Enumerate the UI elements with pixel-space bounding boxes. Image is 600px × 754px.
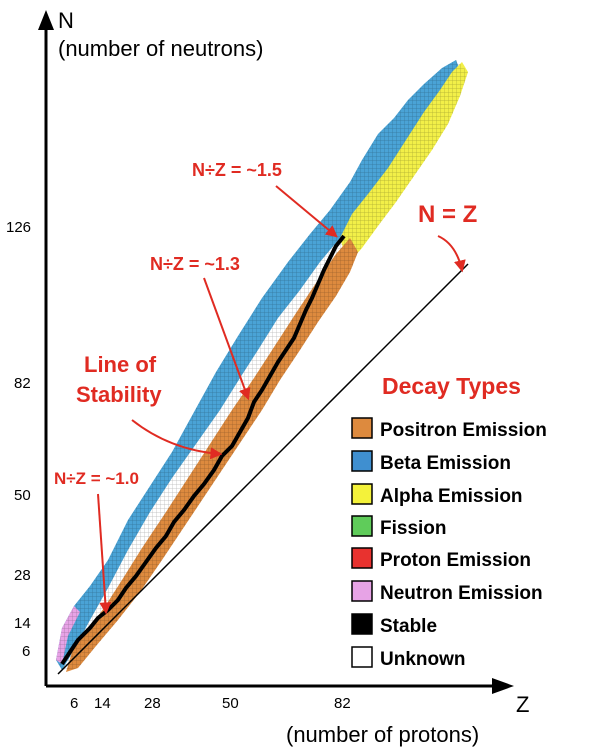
legend-label-proton: Proton Emission [380, 550, 531, 571]
y-tick-82: 82 [14, 375, 31, 392]
x-axis-sublabel: (number of protons) [286, 722, 479, 747]
y-tick-28: 28 [14, 567, 31, 584]
y-tick-6: 6 [22, 643, 30, 660]
line-of-stability-label-1: Line of [84, 352, 157, 377]
ratio-1-3-label: N÷Z = ~1.3 [150, 254, 240, 274]
y-tick-126: 126 [6, 219, 31, 236]
x-tick-14: 14 [94, 695, 111, 712]
legend-label-positron: Positron Emission [380, 420, 547, 441]
x-tick-82: 82 [334, 695, 351, 712]
ratio-1-3-arrow [203, 277, 251, 401]
x-axis-arrowhead [492, 678, 514, 694]
legend-swatch-beta [351, 450, 373, 472]
legend-swatch-positron [351, 417, 373, 439]
legend-label-beta: Beta Emission [380, 453, 511, 474]
legend-title: Decay Types [382, 373, 521, 399]
x-tick-6: 6 [70, 695, 78, 712]
legend-label-alpha: Alpha Emission [380, 486, 523, 507]
y-axis-arrowhead [38, 10, 54, 30]
y-axis-label: N [58, 8, 74, 33]
line-of-stability-label-2: Stability [76, 382, 162, 407]
y-axis-sublabel: (number of neutrons) [58, 36, 263, 61]
ratio-1-0-arrow [97, 493, 112, 615]
ratio-1-0-label: N÷Z = ~1.0 [54, 469, 139, 488]
n-equals-z-arrow [437, 235, 466, 273]
legend-swatch-unknown [351, 646, 373, 668]
legend-swatch-proton [351, 547, 373, 569]
x-tick-50: 50 [222, 695, 239, 712]
legend-label-unknown: Unknown [380, 649, 466, 670]
legend-label-neutron: Neutron Emission [380, 583, 543, 604]
legend-label-fission: Fission [380, 518, 447, 539]
x-tick-28: 28 [144, 695, 161, 712]
ratio-1-5-arrow [275, 185, 338, 238]
x-axis-label: Z [516, 692, 529, 717]
legend-swatch-neutron [351, 580, 373, 602]
legend: Decay Types Positron Emission Beta Emiss… [351, 373, 547, 670]
legend-swatch-stable [351, 613, 373, 635]
cell-grid-texture [56, 60, 468, 670]
legend-swatch-fission [351, 515, 373, 537]
legend-swatch-alpha [351, 483, 373, 505]
legend-label-stable: Stable [380, 616, 437, 637]
y-tick-50: 50 [14, 487, 31, 504]
line-of-stability-arrow [131, 419, 223, 460]
n-equals-z-label: N = Z [418, 201, 477, 228]
y-tick-14: 14 [14, 615, 31, 632]
n-equals-z-line [57, 263, 469, 675]
ratio-1-5-label: N÷Z = ~1.5 [192, 160, 282, 180]
